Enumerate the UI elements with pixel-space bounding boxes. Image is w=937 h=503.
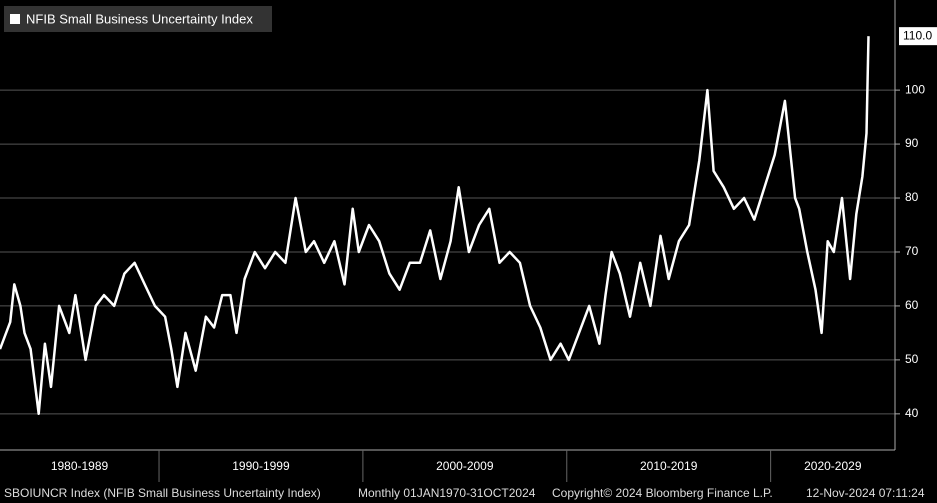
footer-text: Monthly 01JAN1970-31OCT2024 <box>358 486 536 500</box>
y-tick-label: 80 <box>905 190 919 204</box>
value-label-box <box>899 27 937 46</box>
x-tick-label: 2020-2029 <box>804 459 862 473</box>
y-tick-label: 70 <box>905 244 919 258</box>
x-tick-label: 2010-2019 <box>640 459 698 473</box>
legend-label: NFIB Small Business Uncertainty Index <box>26 11 253 26</box>
y-tick-label: 60 <box>905 298 919 312</box>
footer-text: Copyright© 2024 Bloomberg Finance L.P. <box>552 486 773 500</box>
footer-text: 12-Nov-2024 07:11:24 <box>806 486 925 500</box>
y-tick-label: 50 <box>905 352 919 366</box>
line-series <box>0 36 870 416</box>
x-tick-label: 2000-2009 <box>436 459 494 473</box>
y-tick-label: 40 <box>905 406 919 420</box>
y-tick-label: 90 <box>905 136 919 150</box>
y-tick-label: 100 <box>905 82 925 96</box>
footer-text: SBOIUNCR Index (NFIB Small Business Unce… <box>4 486 321 500</box>
value-label: 110.0 <box>903 28 932 42</box>
x-tick-label: 1990-1999 <box>232 459 290 473</box>
x-tick-label: 1980-1989 <box>51 459 109 473</box>
legend-box <box>4 6 272 32</box>
legend-swatch <box>10 14 20 24</box>
